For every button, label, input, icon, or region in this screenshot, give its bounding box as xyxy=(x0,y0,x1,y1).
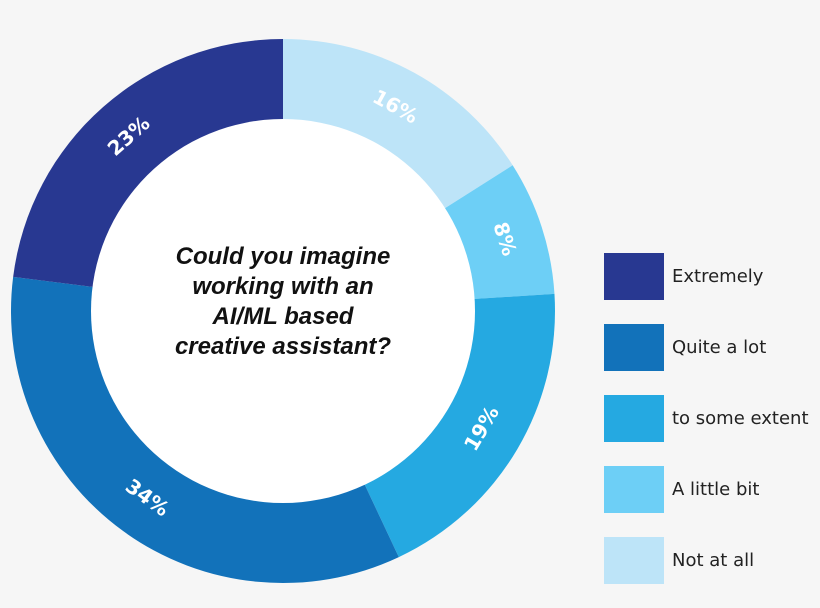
legend-label: to some extent xyxy=(672,408,809,429)
legend-item-a-little-bit: A little bit xyxy=(604,466,809,513)
legend-item-not-at-all: Not at all xyxy=(604,537,809,584)
legend-label: Quite a lot xyxy=(672,337,767,358)
legend-swatch xyxy=(604,395,664,442)
legend-swatch xyxy=(604,253,664,300)
legend-swatch xyxy=(604,324,664,371)
legend-swatch xyxy=(604,537,664,584)
title-line-4: creative assistant? xyxy=(174,333,392,360)
title-line-3: AI/ML based xyxy=(212,303,354,330)
chart-title: Could you imagine working with an AI/ML … xyxy=(133,242,433,362)
title-line-1: Could you imagine xyxy=(175,243,391,270)
title-line-2: working with an xyxy=(192,273,374,300)
legend-item-to-some-extent: to some extent xyxy=(604,395,809,442)
legend-swatch xyxy=(604,466,664,513)
chart-legend: Extremely Quite a lot to some extent A l… xyxy=(604,253,809,608)
legend-item-extremely: Extremely xyxy=(604,253,809,300)
legend-label: A little bit xyxy=(672,479,760,500)
legend-item-quite-a-lot: Quite a lot xyxy=(604,324,809,371)
legend-label: Not at all xyxy=(672,550,755,571)
legend-label: Extremely xyxy=(672,266,764,287)
donut-hole xyxy=(91,119,475,503)
